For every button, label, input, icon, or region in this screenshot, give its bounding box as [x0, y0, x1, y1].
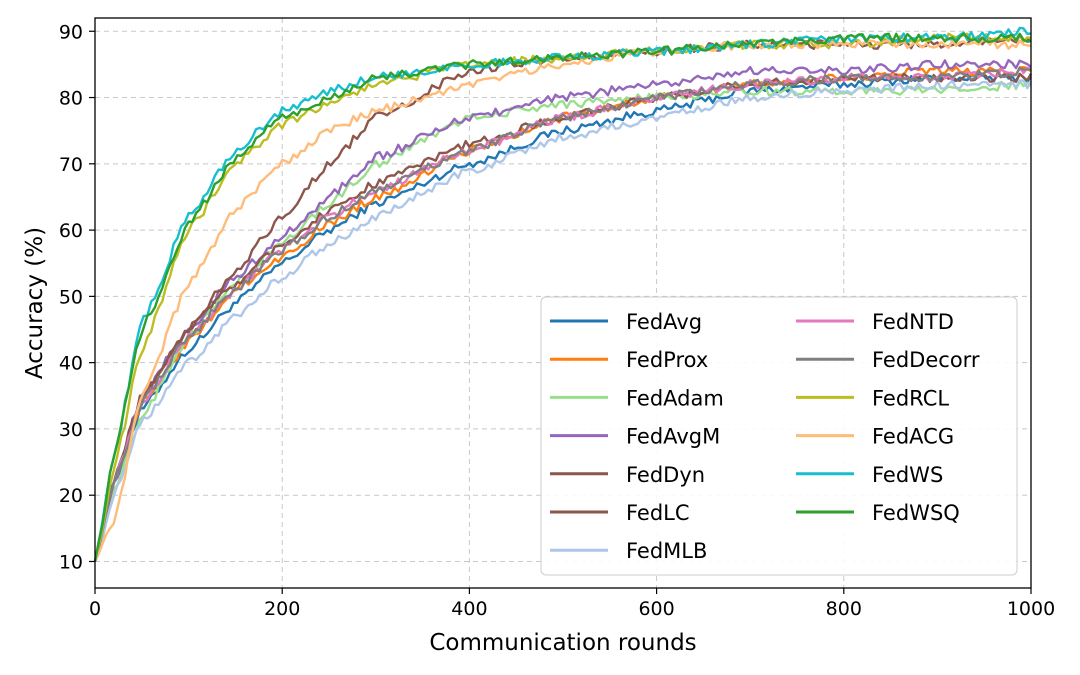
legend-label-fedavg: FedAvg [626, 310, 702, 334]
y-tick-label: 60 [59, 220, 83, 242]
y-tick-label: 50 [59, 286, 83, 308]
series-line-feddecorr [93, 66, 1032, 562]
legend-label-fedprox: FedProx [626, 348, 708, 372]
legend-label-fedavgm: FedAvgM [626, 425, 720, 449]
series-line-fedavgm [93, 59, 1032, 562]
y-axis-label: Accuracy (%) [22, 227, 48, 379]
x-tick-label: 0 [89, 598, 101, 620]
legend-label-feddecorr: FedDecorr [872, 348, 980, 372]
legend-label-fedmlb: FedMLB [626, 539, 707, 563]
legend-box [540, 296, 1018, 576]
y-tick-label: 70 [59, 154, 83, 176]
legend-label-fedws: FedWS [872, 463, 943, 487]
x-tick-label: 1000 [1007, 598, 1055, 620]
ticks: 0 200 400 600 800 1000 10 20 30 40 50 60 70 80 90 [59, 21, 1055, 620]
x-tick-label: 200 [264, 598, 300, 620]
plot-frame [94, 17, 1032, 589]
y-tick-label: 10 [59, 551, 83, 573]
series-line-fedacg [93, 39, 1032, 563]
series-lines [93, 26, 1033, 563]
y-tick-label: 40 [59, 353, 83, 375]
x-tick-label: 800 [826, 598, 862, 620]
legend-label-fedrcl: FedRCL [872, 386, 949, 410]
x-tick-label: 600 [638, 598, 674, 620]
series-line-fedrcl [93, 32, 1032, 562]
legend-label-fedntd: FedNTD [872, 310, 954, 334]
legend-label-fedacg: FedACG [872, 425, 954, 449]
y-tick-label: 20 [59, 485, 83, 507]
x-axis-label: Communication rounds [429, 630, 696, 656]
y-tick-label: 30 [59, 419, 83, 441]
legend-label-fedlc: FedLC [626, 501, 690, 525]
legend-label-fedwsq: FedWSQ [872, 501, 960, 525]
y-tick-label: 80 [59, 88, 83, 110]
series-line-fedwsq [93, 32, 1032, 562]
legend-label-feddyn: FedDyn [626, 463, 705, 487]
series-line-fedlc [93, 72, 1033, 562]
series-line-fedmlb [93, 79, 1033, 562]
y-tick-label: 90 [59, 21, 83, 43]
x-tick-label: 400 [451, 598, 487, 620]
legend: FedAvg FedProx FedAdam FedAvgM FedDyn FedLC Fe… [540, 296, 1018, 576]
legend-label-fedadam: FedAdam [626, 386, 724, 410]
